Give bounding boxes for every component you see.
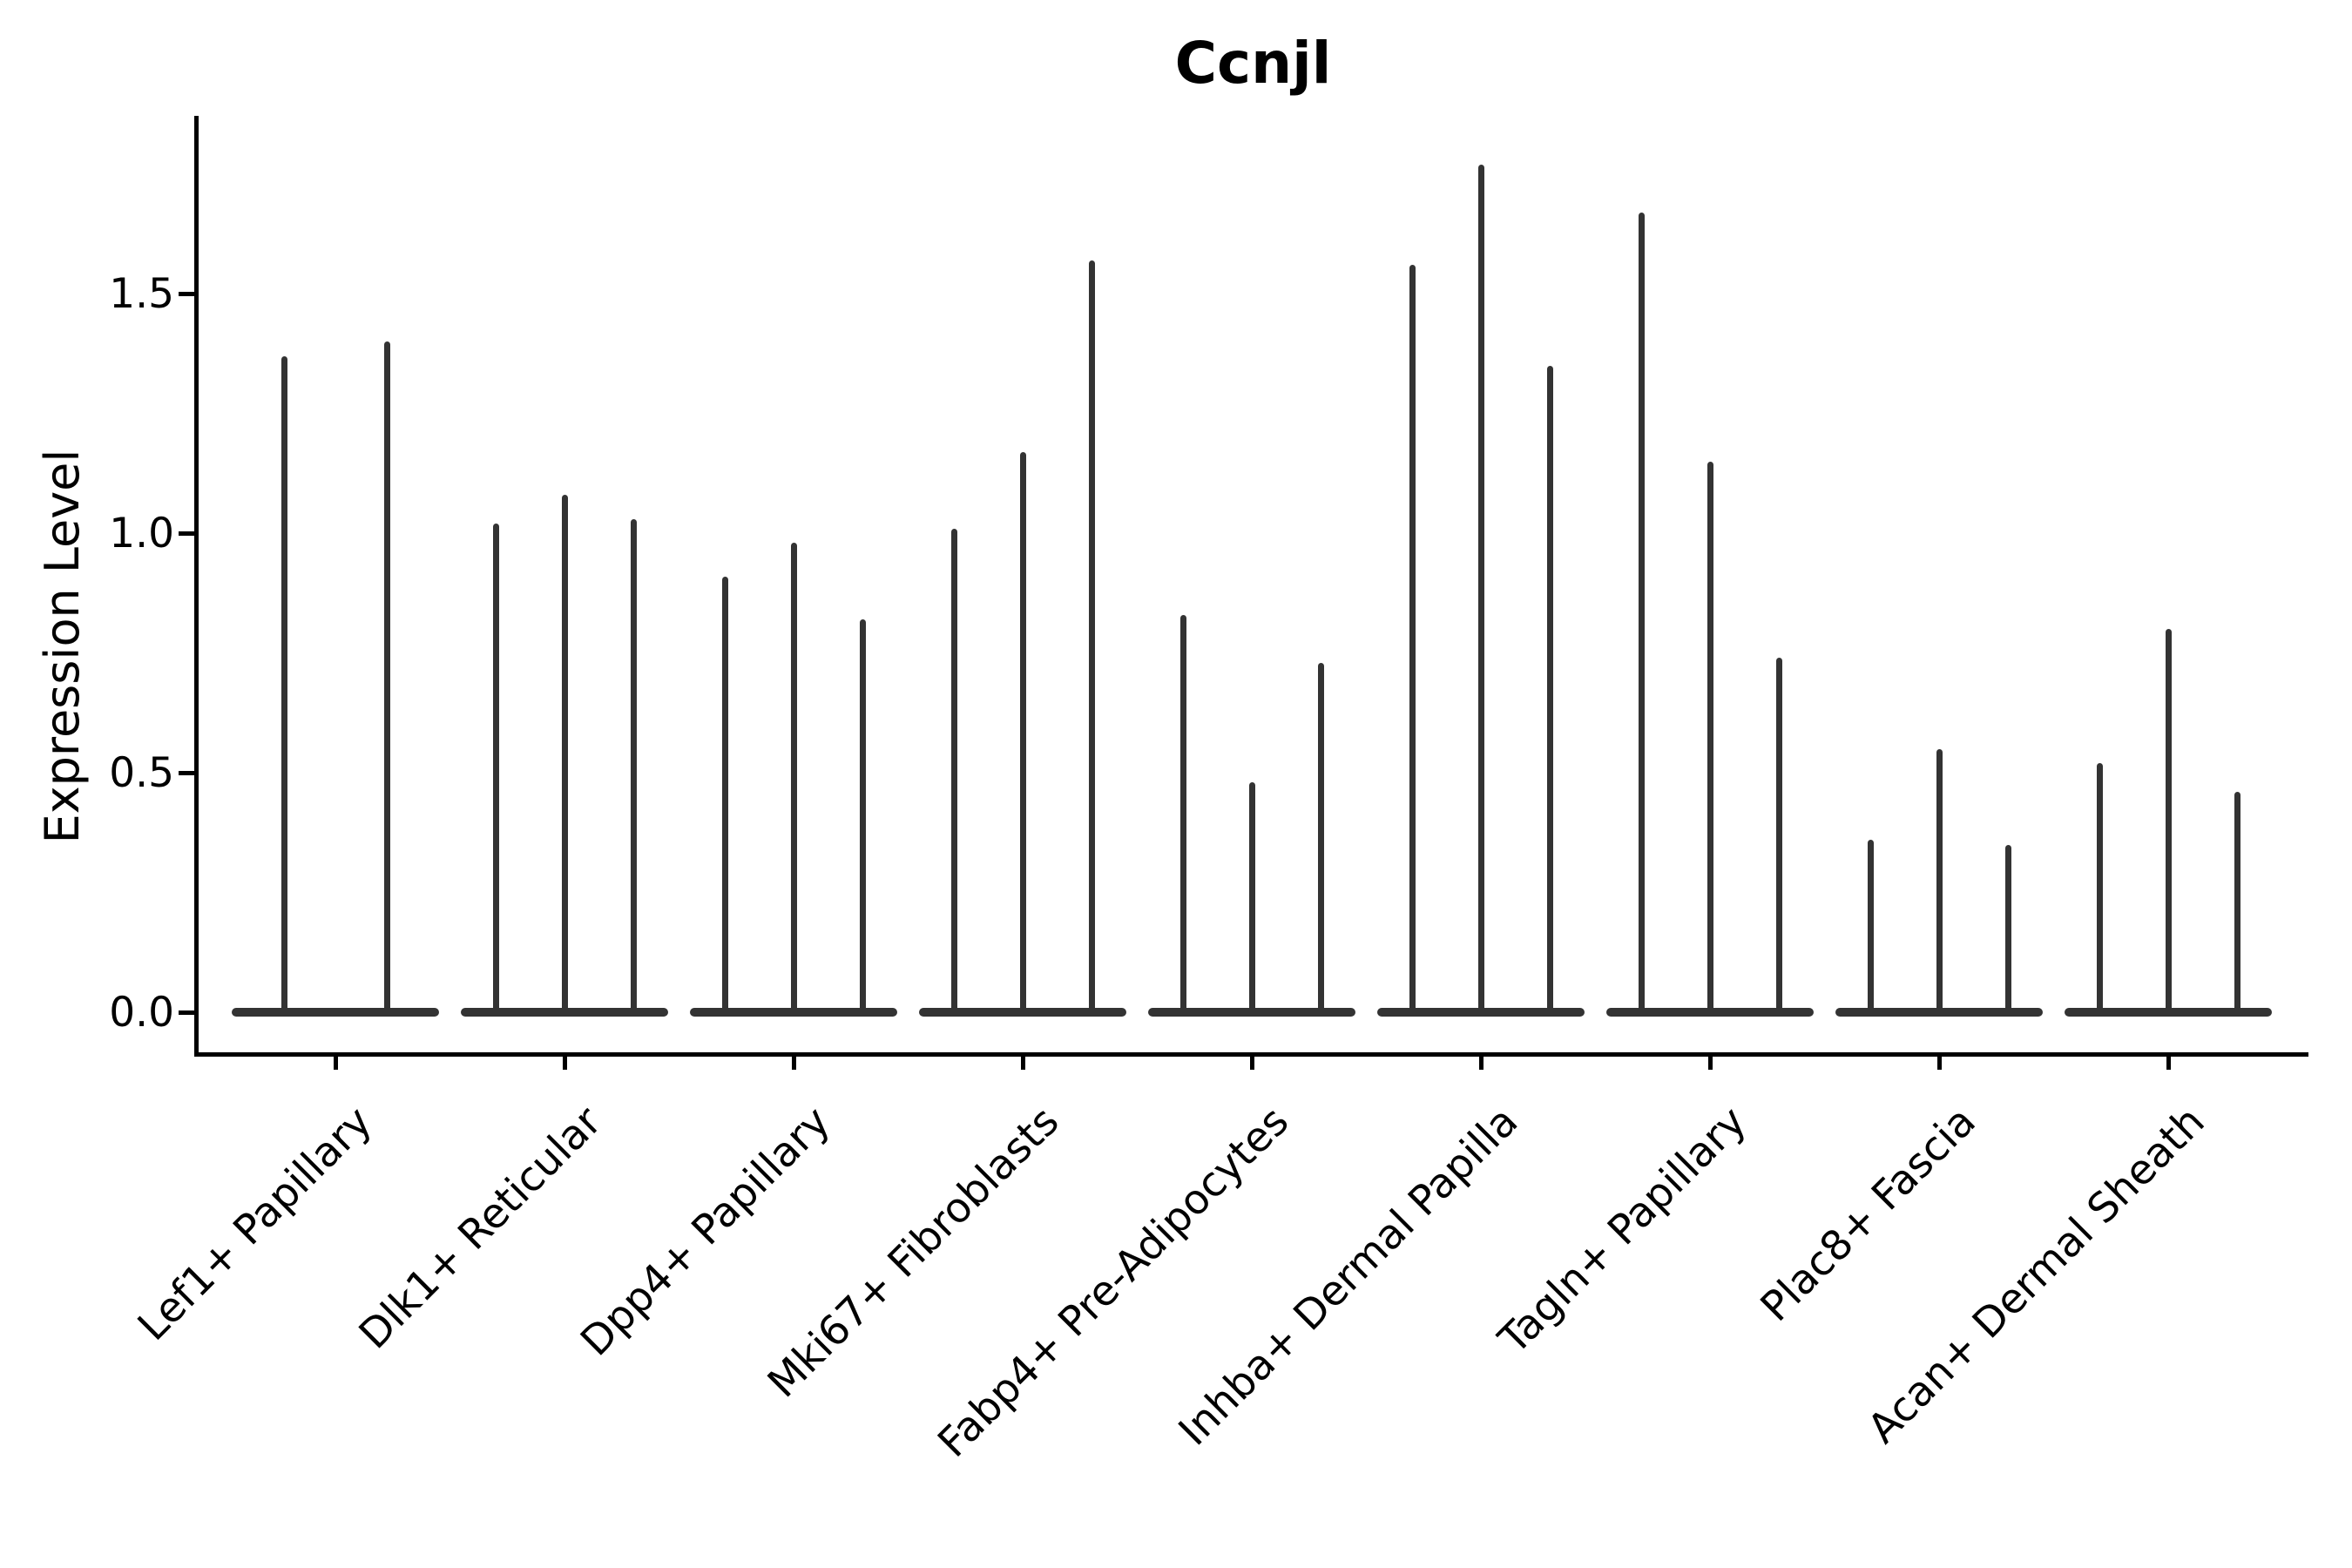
x-tick	[1937, 1054, 1942, 1070]
violin-spike	[2004, 844, 2011, 1015]
violin-spike	[2234, 792, 2240, 1015]
violin-spike	[1477, 164, 1484, 1015]
violin-spike	[1409, 265, 1416, 1015]
x-tick-label: Dlk1+ Reticular	[349, 1097, 611, 1359]
violin-spike	[859, 619, 866, 1015]
violin-spike	[2165, 629, 2172, 1015]
y-tick	[179, 531, 194, 536]
y-tick	[179, 292, 194, 296]
x-tick-label: Plac8+ Fascia	[1751, 1097, 1985, 1331]
x-tick	[1479, 1054, 1484, 1070]
y-tick-label: 0.0	[109, 989, 174, 1037]
violin-spike	[1248, 782, 1255, 1015]
y-tick-label: 1.0	[109, 510, 174, 558]
x-tick	[334, 1054, 338, 1070]
y-tick	[179, 771, 194, 775]
violin-spike	[1936, 748, 1943, 1015]
violin-spike	[492, 524, 499, 1015]
violin-spike	[1638, 212, 1645, 1015]
x-tick	[1708, 1054, 1713, 1070]
y-tick-label: 0.5	[109, 749, 174, 797]
x-tick	[1021, 1054, 1025, 1070]
violin-spike	[1179, 614, 1186, 1015]
violin-spike	[2096, 763, 2103, 1015]
violin-spike	[1317, 662, 1324, 1015]
x-tick-label: Lef1+ Papillary	[128, 1097, 382, 1350]
violin-spike	[383, 341, 390, 1015]
y-tick	[179, 1010, 194, 1015]
violin-spike	[1088, 260, 1095, 1015]
violin-spike	[1019, 451, 1026, 1015]
violin-spike	[280, 355, 287, 1015]
x-tick	[563, 1054, 567, 1070]
violin-spike	[1775, 658, 1782, 1015]
violin-base	[232, 1008, 439, 1017]
x-tick	[792, 1054, 796, 1070]
violin-spike	[630, 518, 637, 1015]
violin-spike	[561, 495, 568, 1015]
y-tick-label: 1.5	[109, 270, 174, 318]
violin-spike	[1707, 461, 1713, 1015]
y-axis-spine	[194, 116, 199, 1056]
violin-spike	[721, 576, 728, 1015]
x-tick-label: Dpp4+ Papillary	[571, 1097, 840, 1366]
violin-spike	[1546, 365, 1553, 1015]
violin-spike	[790, 543, 797, 1015]
violin-spike	[1867, 840, 1874, 1015]
x-tick	[1250, 1054, 1254, 1070]
x-tick-label: Tagln+ Papillary	[1490, 1097, 1756, 1364]
violin-spike	[950, 528, 957, 1015]
x-tick	[2166, 1054, 2171, 1070]
chart-title: Ccnjl	[1174, 30, 1332, 97]
